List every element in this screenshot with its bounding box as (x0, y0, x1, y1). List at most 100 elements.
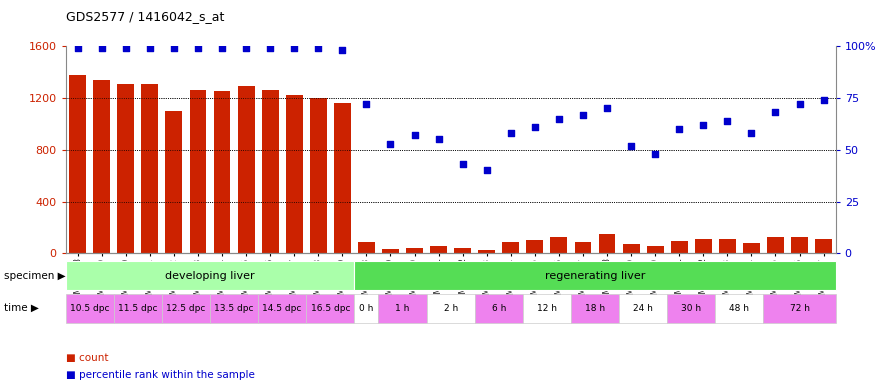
Bar (94, 80, 110, 253)
Bar (571, 294, 620, 323)
Text: 1 h: 1 h (396, 304, 410, 313)
Text: 72 h: 72 h (789, 304, 809, 313)
Bar (258, 294, 306, 323)
Bar (598, 234, 615, 253)
Point (167, 45, 181, 51)
Point (456, 161, 470, 167)
Bar (763, 294, 836, 323)
Bar (354, 261, 836, 290)
Text: 14.5 dpc: 14.5 dpc (262, 304, 302, 313)
Bar (114, 294, 162, 323)
Point (576, 111, 590, 118)
Bar (550, 237, 567, 253)
Point (431, 136, 445, 142)
Text: 2 h: 2 h (444, 304, 458, 313)
Point (360, 101, 374, 107)
Point (745, 130, 759, 136)
Text: 18 h: 18 h (585, 304, 605, 313)
Bar (358, 242, 374, 253)
Point (816, 97, 830, 103)
Point (768, 109, 782, 116)
Point (312, 45, 326, 51)
Text: 12 h: 12 h (537, 304, 556, 313)
Point (71, 45, 85, 51)
Point (94, 45, 108, 51)
Text: 13.5 dpc: 13.5 dpc (214, 304, 254, 313)
Text: specimen ▶: specimen ▶ (4, 270, 66, 281)
Bar (142, 84, 158, 253)
Bar (214, 91, 230, 253)
Text: 12.5 dpc: 12.5 dpc (166, 304, 206, 313)
Text: 24 h: 24 h (634, 304, 653, 313)
Point (239, 45, 253, 51)
Text: 6 h: 6 h (492, 304, 506, 313)
Bar (427, 294, 475, 323)
Point (528, 124, 542, 130)
Bar (816, 238, 832, 253)
Text: ■ percentile rank within the sample: ■ percentile rank within the sample (66, 370, 255, 380)
Text: 16.5 dpc: 16.5 dpc (311, 304, 350, 313)
Bar (334, 103, 351, 253)
Bar (475, 294, 523, 323)
Point (143, 45, 157, 51)
Point (215, 45, 229, 51)
Point (263, 45, 277, 51)
Text: 11.5 dpc: 11.5 dpc (118, 304, 158, 313)
Point (191, 45, 205, 51)
Point (383, 141, 397, 147)
Bar (286, 95, 303, 253)
Bar (527, 240, 543, 253)
Point (600, 105, 614, 111)
Bar (791, 237, 808, 253)
Bar (69, 74, 86, 253)
Bar (502, 242, 519, 253)
Text: GDS2577 / 1416042_s_at: GDS2577 / 1416042_s_at (66, 10, 224, 23)
Bar (767, 237, 784, 253)
Text: 30 h: 30 h (682, 304, 702, 313)
Point (696, 122, 710, 128)
Bar (162, 294, 210, 323)
Text: regenerating liver: regenerating liver (545, 270, 645, 281)
Bar (262, 90, 278, 253)
Text: 48 h: 48 h (730, 304, 749, 313)
Bar (454, 248, 471, 253)
Bar (190, 90, 206, 253)
Bar (620, 294, 668, 323)
Point (480, 167, 494, 174)
Bar (671, 241, 688, 253)
Bar (210, 294, 258, 323)
Bar (406, 248, 423, 253)
Bar (479, 250, 495, 253)
Point (793, 101, 807, 107)
Bar (66, 294, 114, 323)
Text: time ▶: time ▶ (4, 303, 39, 313)
Bar (238, 86, 255, 253)
Bar (117, 84, 134, 253)
Text: developing liver: developing liver (165, 270, 255, 281)
Point (624, 142, 638, 149)
Point (720, 118, 734, 124)
Bar (165, 111, 182, 253)
Bar (668, 294, 716, 323)
Point (408, 132, 422, 138)
Point (287, 45, 301, 51)
Point (504, 130, 518, 136)
Bar (695, 239, 711, 253)
Bar (743, 243, 760, 253)
Text: ■ count: ■ count (66, 353, 108, 363)
Bar (379, 294, 427, 323)
Bar (310, 98, 326, 253)
Bar (382, 249, 399, 253)
Bar (719, 239, 736, 253)
Bar (623, 244, 640, 253)
Bar (430, 246, 447, 253)
Bar (306, 294, 354, 323)
Point (119, 45, 133, 51)
Text: 0 h: 0 h (360, 304, 374, 313)
Point (672, 126, 686, 132)
Text: 10.5 dpc: 10.5 dpc (70, 304, 109, 313)
Point (552, 116, 566, 122)
Bar (66, 261, 354, 290)
Bar (354, 294, 379, 323)
Bar (647, 246, 663, 253)
